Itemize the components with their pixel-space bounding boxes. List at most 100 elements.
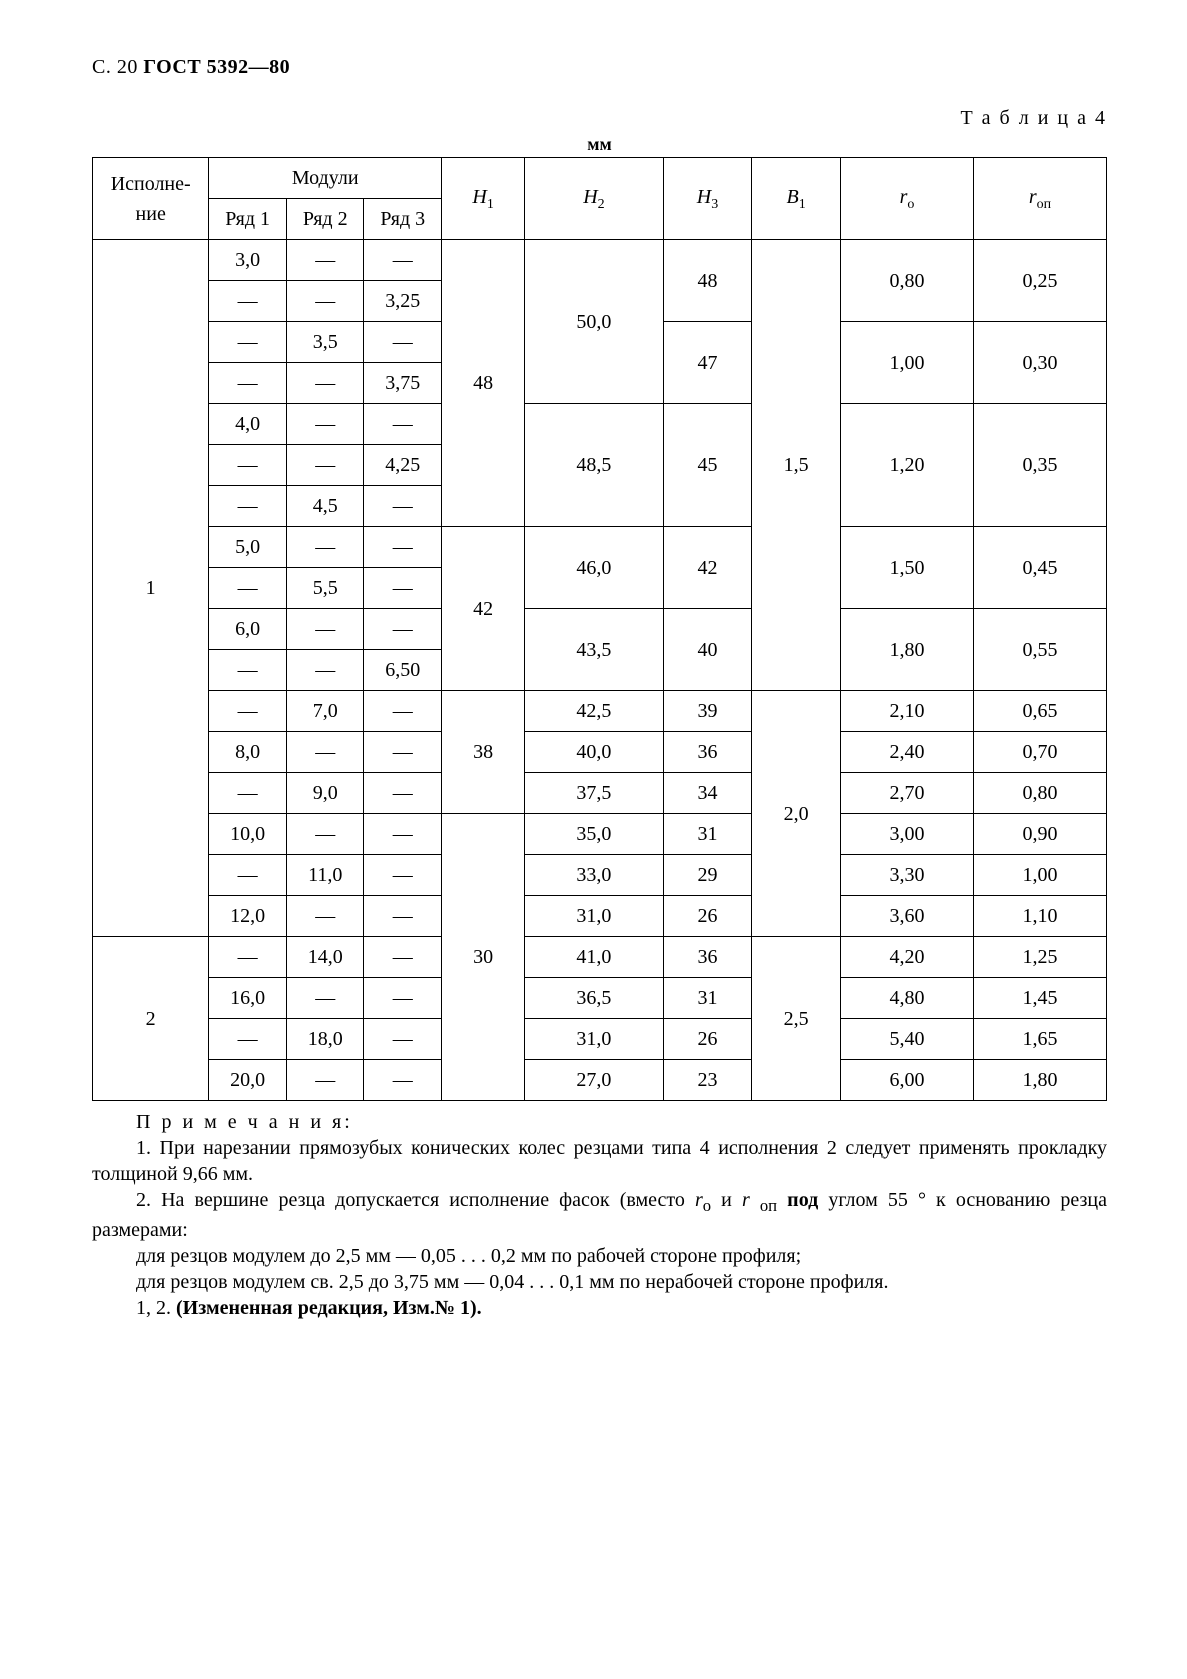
ro-cell: 1,00 (840, 322, 973, 404)
note-5b: (Измененная редакция, Изм.№ 1). (176, 1297, 482, 1319)
mod-cell (364, 937, 442, 978)
h2-cell: 41,0 (525, 937, 664, 978)
mod-cell (286, 240, 364, 281)
mod-cell (286, 404, 364, 445)
mod-cell (209, 281, 287, 322)
h3-cell: 31 (663, 814, 752, 855)
mod-cell (209, 1019, 287, 1060)
data-table: Исполне- ние Модули H1 H2 H3 B1 rо rоп Р… (92, 157, 1107, 1101)
mod-cell (364, 732, 442, 773)
mod-cell: 4,5 (286, 486, 364, 527)
rop-cell: 0,80 (973, 773, 1106, 814)
col-row1: Ряд 1 (209, 199, 287, 240)
note-5: 1, 2. (Измененная редакция, Изм.№ 1). (92, 1295, 1107, 1321)
mod-cell: 6,50 (364, 650, 442, 691)
ro-cell: 3,30 (840, 855, 973, 896)
gost-number: ГОСТ 5392—80 (143, 56, 290, 78)
mod-cell (364, 322, 442, 363)
col-rop: rоп (973, 158, 1106, 240)
rop-cell: 0,45 (973, 527, 1106, 609)
h3-cell: 40 (663, 609, 752, 691)
notes-title: П р и м е ч а н и я: (92, 1109, 1107, 1135)
rop-cell: 0,25 (973, 240, 1106, 322)
h3-cell: 34 (663, 773, 752, 814)
table-row: 7,0 38 42,5 39 2,0 2,10 0,65 (93, 691, 1107, 732)
col-modules: Модули (209, 158, 442, 199)
mod-cell: 5,5 (286, 568, 364, 609)
rop-cell: 1,80 (973, 1060, 1106, 1101)
note-2-and: и (711, 1189, 742, 1211)
table-row: 9,0 37,5 34 2,70 0,80 (93, 773, 1107, 814)
mod-cell: 3,75 (364, 363, 442, 404)
h2-cell: 42,5 (525, 691, 664, 732)
table-row: 11,0 33,0 29 3,30 1,00 (93, 855, 1107, 896)
mod-cell (286, 896, 364, 937)
rop-cell: 0,70 (973, 732, 1106, 773)
table-header-row: Исполне- ние Модули H1 H2 H3 B1 rо rоп (93, 158, 1107, 199)
mod-cell (209, 568, 287, 609)
mod-cell (209, 691, 287, 732)
h3-cell: 42 (663, 527, 752, 609)
mod-cell (364, 568, 442, 609)
table-row: 18,0 31,0 26 5,40 1,65 (93, 1019, 1107, 1060)
note-2-text: 2. На вершине резца допускается исполнен… (136, 1189, 695, 1211)
mod-cell (364, 527, 442, 568)
b1-cell: 2,5 (752, 937, 841, 1101)
rop-cell: 0,35 (973, 404, 1106, 527)
h3-cell: 47 (663, 322, 752, 404)
mod-cell (286, 732, 364, 773)
h3-cell: 29 (663, 855, 752, 896)
ro-cell: 4,80 (840, 978, 973, 1019)
table-row: 5,0 42 46,0 42 1,50 0,45 (93, 527, 1107, 568)
ro-cell: 0,80 (840, 240, 973, 322)
mod-cell: 16,0 (209, 978, 287, 1019)
h2-cell: 33,0 (525, 855, 664, 896)
col-row3: Ряд 3 (364, 199, 442, 240)
note-1: 1. При нарезании прямозубых конических к… (92, 1135, 1107, 1187)
ro-cell: 2,10 (840, 691, 973, 732)
table-row: 1 3,0 48 50,0 48 1,5 0,80 0,25 (93, 240, 1107, 281)
table-row: 16,0 36,5 31 4,80 1,45 (93, 978, 1107, 1019)
mod-cell (209, 855, 287, 896)
h1-cell: 48 (442, 240, 525, 527)
note-4: для резцов модулем св. 2,5 до 3,75 мм — … (92, 1269, 1107, 1295)
h3-cell: 26 (663, 896, 752, 937)
col-b1: B1 (752, 158, 841, 240)
mod-cell (209, 322, 287, 363)
col-exec: Исполне- ние (93, 158, 209, 240)
table-row: 12,0 31,0 26 3,60 1,10 (93, 896, 1107, 937)
b1-cell: 2,0 (752, 691, 841, 937)
mod-cell: 4,25 (364, 445, 442, 486)
rop-cell: 1,00 (973, 855, 1106, 896)
rop-cell: 0,55 (973, 609, 1106, 691)
ro-cell: 3,60 (840, 896, 973, 937)
ro-cell: 2,70 (840, 773, 973, 814)
table-caption: Т а б л и ц а 4 (92, 107, 1107, 130)
ro-cell: 5,40 (840, 1019, 973, 1060)
mod-cell (364, 978, 442, 1019)
mod-cell (364, 814, 442, 855)
h3-cell: 48 (663, 240, 752, 322)
mod-cell (364, 691, 442, 732)
mod-cell (209, 486, 287, 527)
table-row: 8,0 40,0 36 2,40 0,70 (93, 732, 1107, 773)
h2-cell: 27,0 (525, 1060, 664, 1101)
exec-1: 1 (93, 240, 209, 937)
mod-cell (364, 486, 442, 527)
h2-cell: 31,0 (525, 1019, 664, 1060)
page-number: С. 20 (92, 56, 138, 78)
h3-cell: 45 (663, 404, 752, 527)
mod-cell (209, 773, 287, 814)
col-row2: Ряд 2 (286, 199, 364, 240)
mod-cell: 5,0 (209, 527, 287, 568)
note-2-pod: под (787, 1189, 818, 1211)
rop-cell: 0,90 (973, 814, 1106, 855)
h1-cell: 42 (442, 527, 525, 691)
col-h3: H3 (663, 158, 752, 240)
rop-cell: 0,30 (973, 322, 1106, 404)
mod-cell (364, 1019, 442, 1060)
unit-label: мм (92, 134, 1107, 155)
ro-cell: 3,00 (840, 814, 973, 855)
h3-cell: 39 (663, 691, 752, 732)
mod-cell (209, 445, 287, 486)
